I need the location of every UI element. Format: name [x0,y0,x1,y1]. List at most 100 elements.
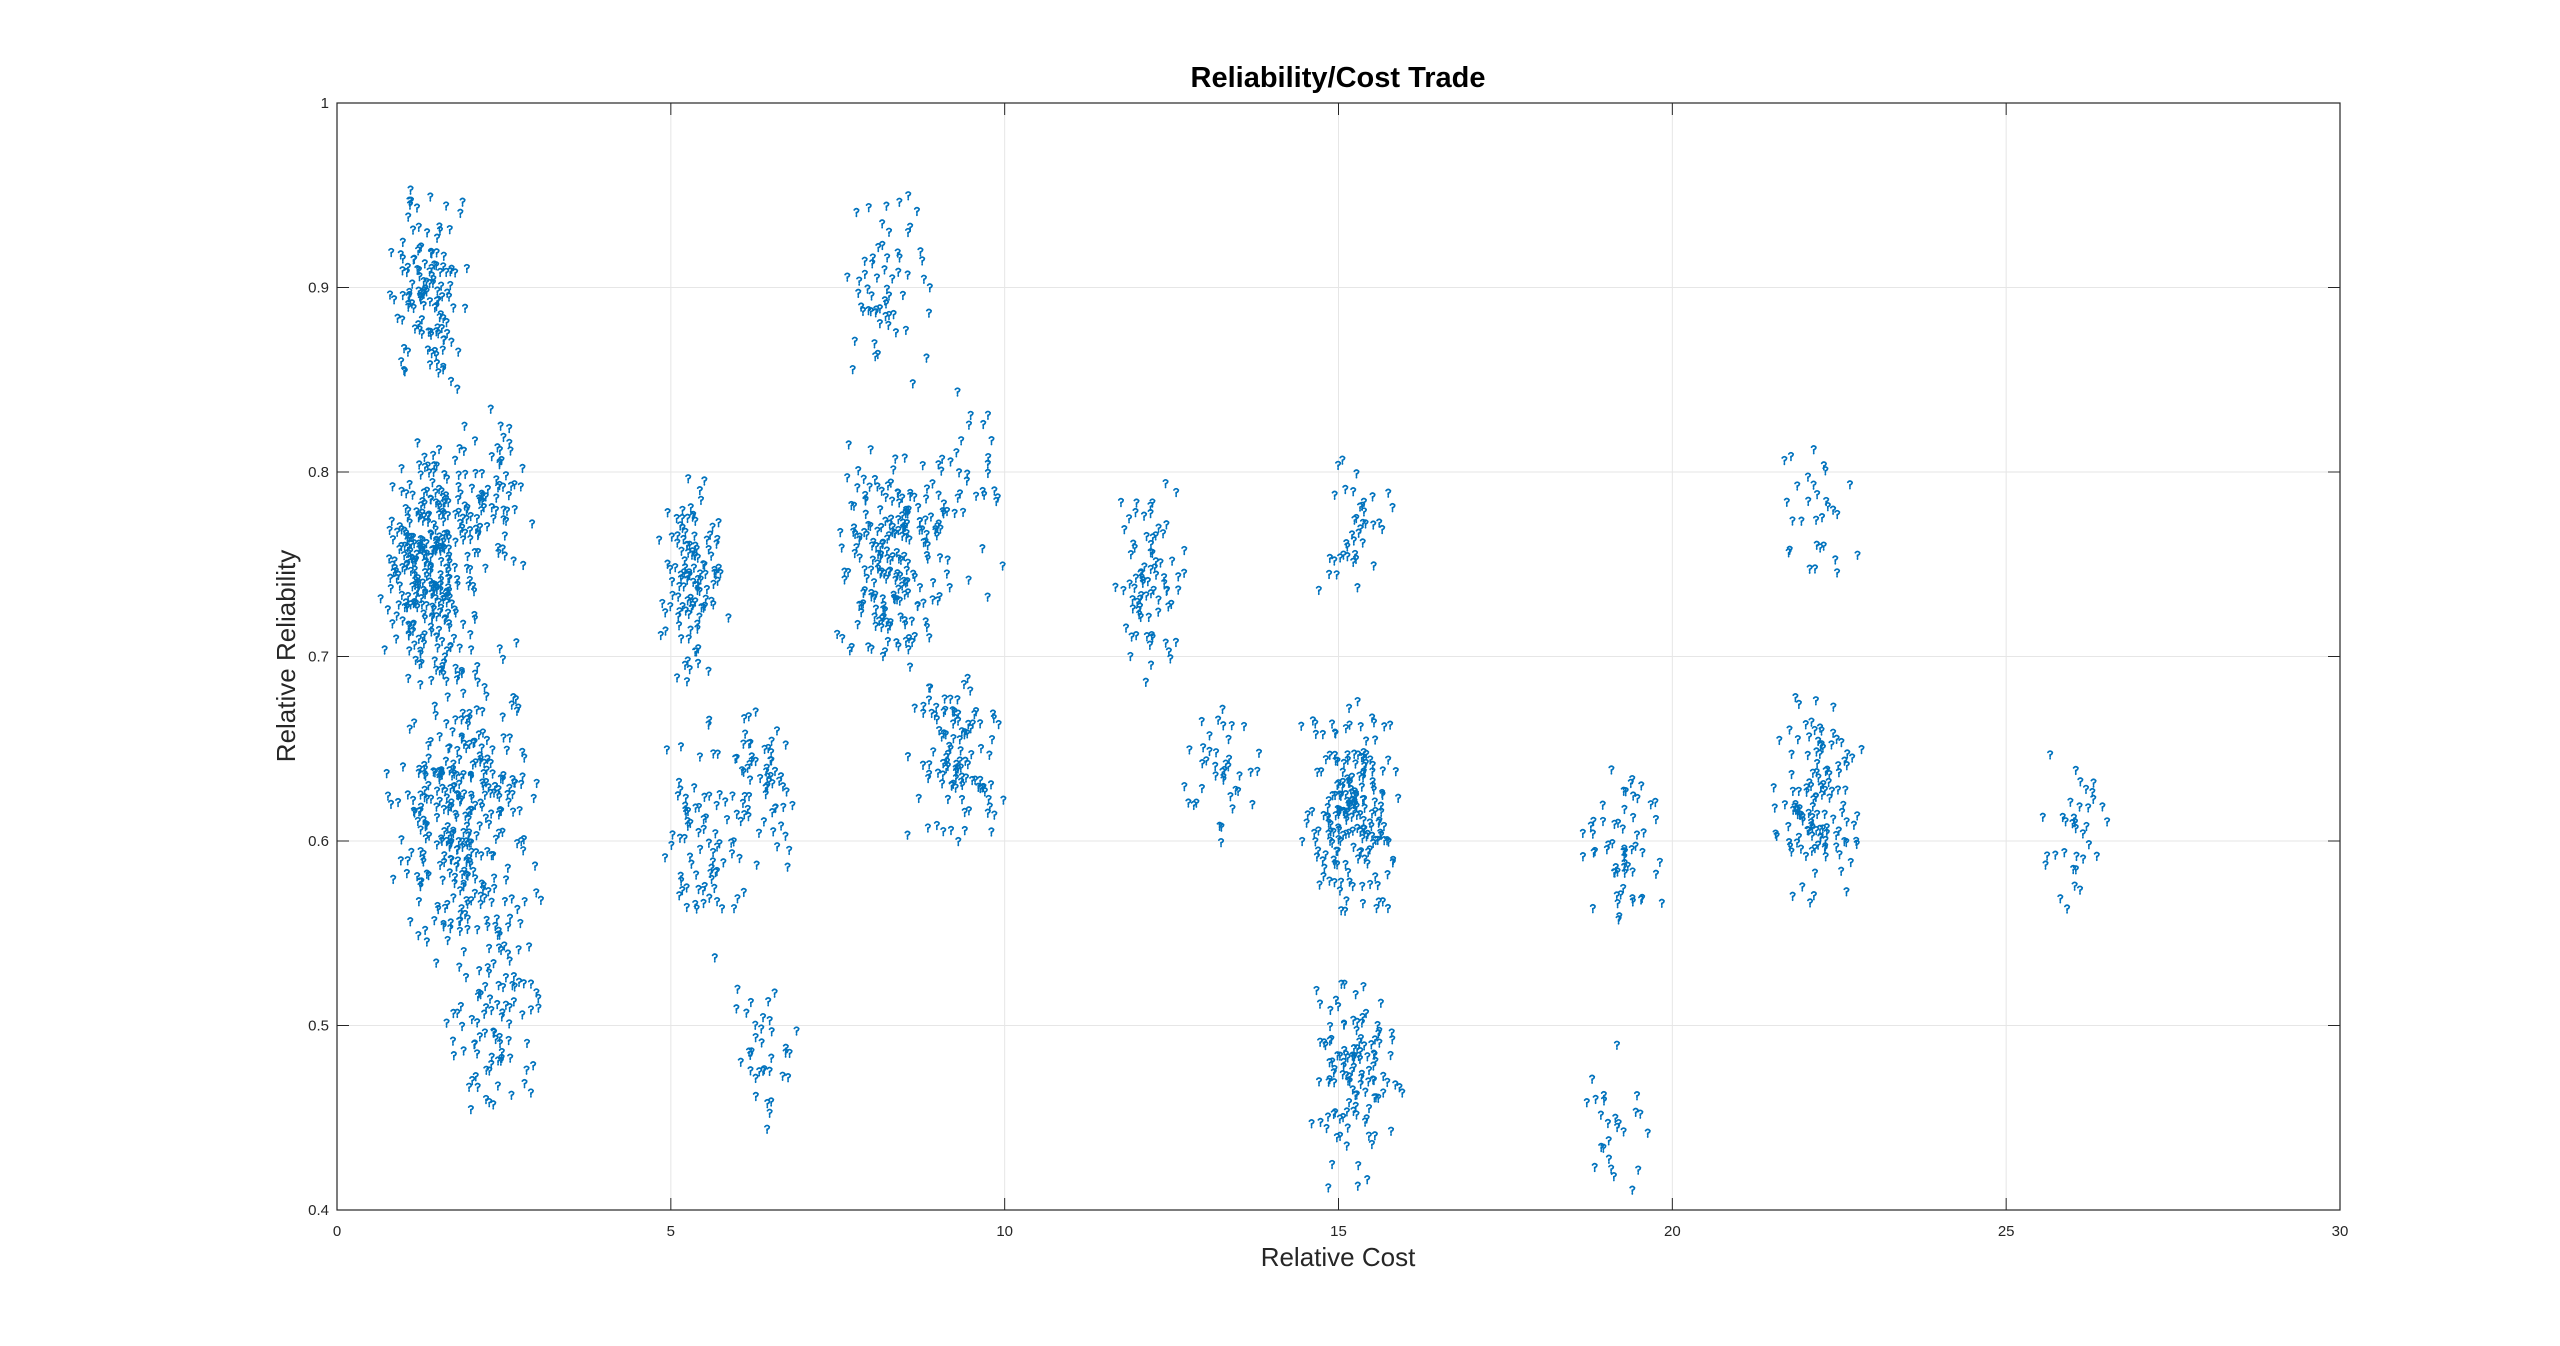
data-point [428,263,435,274]
data-point [449,727,456,737]
data-point [934,596,941,606]
data-point [1346,703,1353,714]
data-point [683,541,691,551]
data-point [953,759,960,770]
data-point [454,671,461,681]
data-point [1816,824,1824,834]
data-point [460,619,467,630]
data-point [1346,1097,1353,1108]
data-point [1337,553,1344,563]
data-point [1360,981,1367,992]
data-point [885,320,892,331]
data-point [764,772,771,782]
data-point [851,529,859,540]
data-point [1372,835,1379,846]
data-point [914,601,921,612]
data-point [725,613,732,623]
data-point [679,523,686,533]
data-point [503,745,510,756]
data-point [495,785,502,795]
data-point [864,284,871,294]
data-point [1799,882,1806,892]
data-point [478,851,485,861]
data-point [933,820,940,831]
data-point [1808,846,1815,857]
data-point [679,602,686,612]
data-point [981,787,988,797]
data-point [686,568,693,578]
data-point [1345,867,1352,878]
data-point [2099,802,2106,812]
data-point [1328,719,1336,729]
x-axis-label: Relative Cost [1261,1242,1416,1272]
data-point [1633,1091,1641,1101]
data-point [765,997,772,1007]
data-point [896,253,903,263]
data-point [1628,845,1635,855]
data-point [1374,880,1381,891]
data-point [466,1082,473,1092]
data-point [1370,520,1377,530]
data-point [934,768,942,778]
data-point [693,870,700,880]
data-point [426,360,434,370]
data-point [1380,821,1388,832]
data-point [427,192,434,202]
data-point [484,522,491,532]
y-tick-labels: 0.40.50.60.70.80.91 [308,95,329,1219]
data-point [1809,801,1816,812]
data-point [962,773,970,783]
data-point [778,821,785,831]
data-point [878,567,885,577]
data-point [415,222,422,232]
data-point [499,482,507,492]
data-point [1392,767,1399,777]
data-point [991,486,998,496]
data-point [862,509,869,520]
data-point [2059,812,2066,823]
data-point [1221,765,1228,776]
data-point [964,729,971,739]
data-point [708,551,715,561]
data-point [685,634,692,644]
data-point [679,513,686,524]
data-point [1309,716,1316,726]
data-point [861,565,868,575]
data-point [741,791,748,802]
data-point [452,809,459,820]
data-point [1341,807,1348,818]
data-point [1620,847,1627,857]
data-point [483,765,490,776]
data-point [406,200,414,210]
data-point [684,513,691,524]
data-point [474,662,481,672]
data-point [1336,886,1343,896]
data-point [1822,766,1829,777]
data-point [508,1090,515,1100]
data-point [1833,842,1840,852]
data-point [446,868,453,878]
data-point [1149,633,1156,643]
data-point [674,791,681,801]
data-point [920,598,927,608]
data-point [513,706,521,717]
data-point [967,686,974,696]
data-point [839,633,846,644]
data-point [417,806,424,816]
data-point [421,630,428,640]
data-point [916,517,923,527]
data-point [433,248,440,258]
data-point [433,233,441,243]
data-point [1342,859,1349,870]
data-point [700,824,707,835]
data-point [391,295,398,305]
data-point [1335,825,1343,835]
data-point [957,763,964,773]
data-point [1199,759,1206,769]
data-point [979,486,986,497]
data-point [1366,818,1373,828]
data-point [1165,647,1172,657]
data-point [786,1048,793,1059]
data-point [896,197,903,208]
data-point [979,544,986,554]
